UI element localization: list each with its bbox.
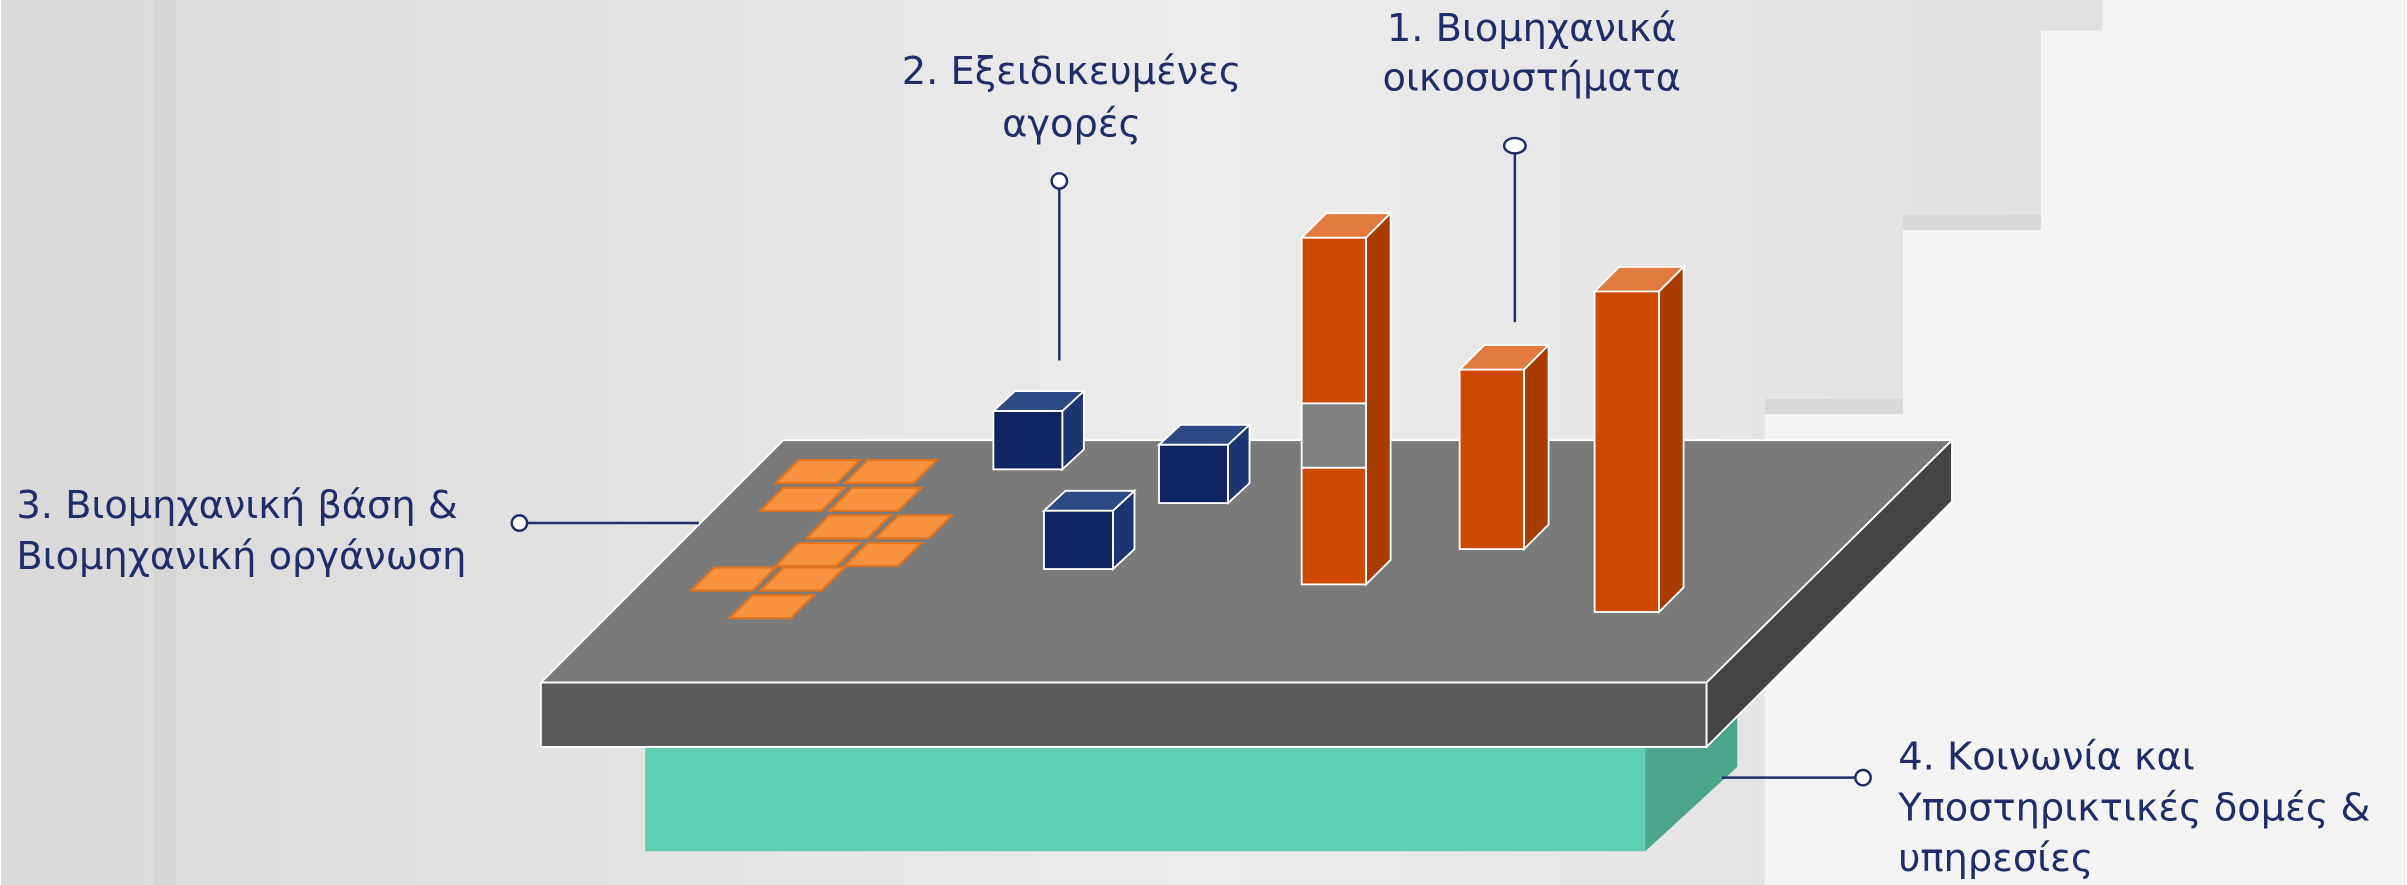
label-text: οικοσυστήματα bbox=[1382, 55, 1681, 100]
stairs bbox=[1764, 0, 2406, 885]
callouts bbox=[510, 136, 1872, 787]
wall-edge bbox=[154, 0, 176, 885]
label-text: 3. Βιομηχανική βάση & bbox=[16, 483, 457, 528]
label-text: Υποστηρικτικές δομές & bbox=[1897, 785, 2370, 830]
teal-base bbox=[645, 716, 1738, 852]
label-text: Βιομηχανική οργάνωση bbox=[16, 534, 466, 579]
orange-bars bbox=[1299, 210, 1686, 615]
label-text: 2. Εξειδικευμένες bbox=[902, 49, 1242, 94]
navy-cubes bbox=[991, 389, 1252, 572]
label-text: υπηρεσίες bbox=[1898, 836, 2093, 881]
label-text: 4. Κοινωνία και bbox=[1898, 735, 2194, 780]
orange-tiles bbox=[688, 458, 955, 620]
label-text: αγορές bbox=[1002, 101, 1141, 146]
label-text: 1. Βιομηχανικά bbox=[1387, 6, 1677, 51]
